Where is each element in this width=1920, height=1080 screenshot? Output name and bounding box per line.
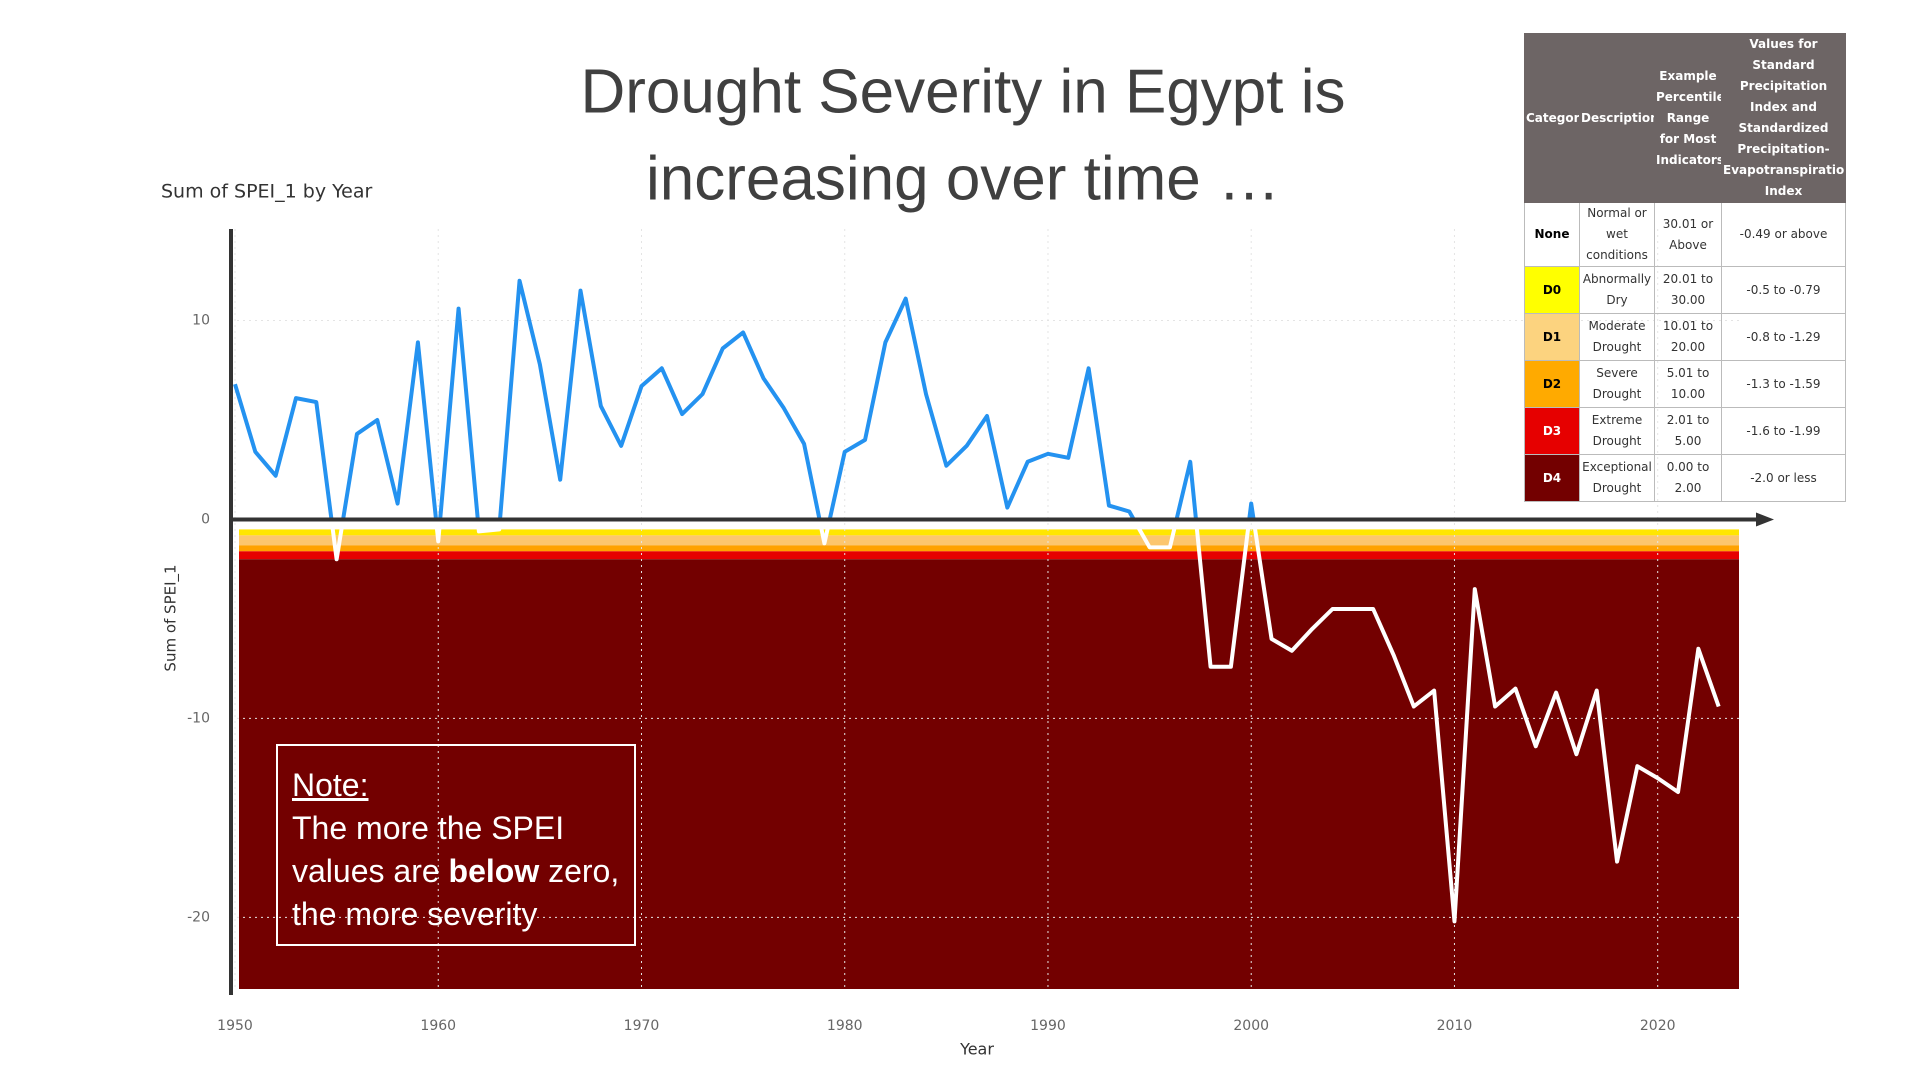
table-cell: -0.49 or above xyxy=(1721,202,1846,267)
table-cell: 0.00 to 2.00 xyxy=(1654,454,1722,502)
drought-band xyxy=(239,551,1739,560)
x-tick-label: 1960 xyxy=(420,1018,456,1034)
category-cell: D1 xyxy=(1524,313,1580,361)
y-tick-label: -10 xyxy=(187,710,210,726)
note-line: the more severity xyxy=(292,896,538,932)
note-text: values are xyxy=(292,853,440,889)
note-bold: below xyxy=(448,853,540,889)
table-row: D2 Severe Drought 5.01 to 10.00 -1.3 to -1.… xyxy=(1524,360,1846,408)
x-axis-title: Year xyxy=(959,1040,994,1059)
y-axis-title: Sum of SPEI_1 xyxy=(162,564,181,671)
y-tick-label: 10 xyxy=(192,313,210,329)
y-tick-label: 0 xyxy=(201,511,210,527)
category-cell: D0 xyxy=(1524,266,1580,314)
header-cell: Values for Standard Precipitation Index … xyxy=(1721,33,1846,203)
table-cell: 5.01 to 10.00 xyxy=(1654,360,1722,408)
spei-line xyxy=(329,519,1721,924)
chart-title: increasing over time … xyxy=(646,144,1280,213)
x-tick-label: 2020 xyxy=(1640,1018,1676,1034)
category-cell: None xyxy=(1524,202,1580,267)
note-text: zero, xyxy=(548,853,620,889)
table-cell: Abnormally Dry xyxy=(1579,266,1655,314)
drought-table: CategoryDescriptionExample Percentile Ra… xyxy=(1524,33,1846,502)
table-cell: 10.01 to 20.00 xyxy=(1654,313,1722,361)
note: Note: The more the SPEI values are below… xyxy=(276,744,636,946)
table-header: CategoryDescriptionExample Percentile Ra… xyxy=(1524,33,1846,203)
note-heading: Note: xyxy=(292,767,369,803)
table-cell: Exceptional Drought xyxy=(1579,454,1655,502)
table-cell: Severe Drought xyxy=(1579,360,1655,408)
drought-band xyxy=(239,529,1739,536)
table-cell: -1.3 to -1.59 xyxy=(1721,360,1846,408)
x-tick-label: 1950 xyxy=(217,1018,253,1034)
chart-subtitle: Sum of SPEI_1 by Year xyxy=(161,181,373,203)
table-cell: Moderate Drought xyxy=(1579,313,1655,361)
category-cell: D2 xyxy=(1524,360,1580,408)
chart-title: Drought Severity in Egypt is xyxy=(580,57,1345,126)
header-cell: Description xyxy=(1579,33,1655,203)
x-tick-label: 2000 xyxy=(1233,1018,1269,1034)
header-cell: Example Percentile Range for Most Indica… xyxy=(1654,33,1722,203)
y-tick-label: -20 xyxy=(187,909,210,925)
table-cell: -2.0 or less xyxy=(1721,454,1846,502)
table-row: D1 Moderate Drought 10.01 to 20.00 -0.8 to … xyxy=(1524,313,1846,361)
note-line: values are below zero, xyxy=(292,850,634,893)
x-tick-label: 2010 xyxy=(1437,1018,1473,1034)
note-line: The more the SPEI xyxy=(292,810,565,846)
table-cell: -1.6 to -1.99 xyxy=(1721,407,1846,455)
x-axis-arrow xyxy=(1756,512,1774,527)
table-cell: -0.8 to -1.29 xyxy=(1721,313,1846,361)
table-cell: -0.5 to -0.79 xyxy=(1721,266,1846,314)
category-cell: D3 xyxy=(1524,407,1580,455)
table-cell: 2.01 to 5.00 xyxy=(1654,407,1722,455)
table-cell: Normal or wet conditions xyxy=(1579,202,1655,267)
table-row: None Normal or wet conditions 30.01 or Abo… xyxy=(1524,202,1846,267)
table-row: D3 Extreme Drought 2.01 to 5.00 -1.6 to -1.… xyxy=(1524,407,1846,455)
category-cell: D4 xyxy=(1524,454,1580,502)
table-row: D0 Abnormally Dry 20.01 to 30.00 -0.5 to -0… xyxy=(1524,266,1846,314)
header-cell: Category xyxy=(1524,33,1580,203)
drought-band xyxy=(239,545,1739,552)
x-tick-label: 1970 xyxy=(624,1018,660,1034)
x-tick-label: 1980 xyxy=(827,1018,863,1034)
spei-line xyxy=(233,278,1256,520)
table-cell: Extreme Drought xyxy=(1579,407,1655,455)
drought-band xyxy=(239,535,1739,546)
table-cell: 30.01 or Above xyxy=(1654,202,1722,267)
table-row: D4 Exceptional Drought 0.00 to 2.00 -2.0 or… xyxy=(1524,454,1846,502)
table-cell: 20.01 to 30.00 xyxy=(1654,266,1722,314)
x-tick-label: 1990 xyxy=(1030,1018,1066,1034)
table-body: None Normal or wet conditions 30.01 or Abo… xyxy=(1524,202,1846,502)
